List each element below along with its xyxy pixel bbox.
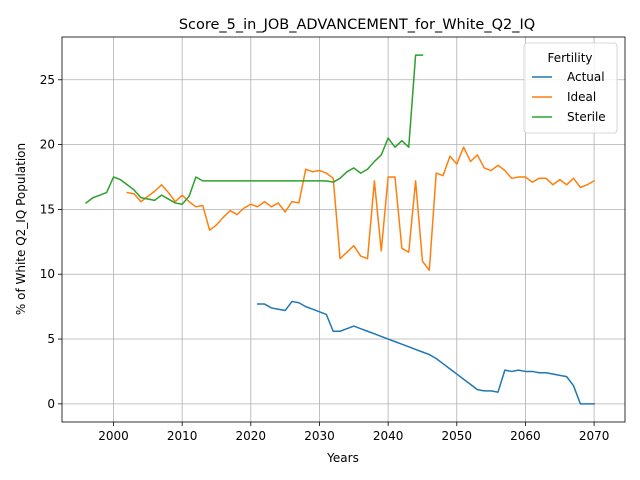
series-layer <box>84 54 596 405</box>
series-line-ideal <box>126 146 596 272</box>
y-tick-label: 25 <box>40 73 55 87</box>
x-tick-label: 2040 <box>373 429 404 443</box>
y-axis-label: % of White Q2_IQ Population <box>14 143 28 315</box>
series-line-sterile <box>84 54 424 205</box>
plot-frame <box>61 36 626 423</box>
legend-label-actual: Actual <box>567 70 605 84</box>
y-axis: 0 5 10 15 20 25 <box>40 73 62 411</box>
chart-title: Score_5_in_JOB_ADVANCEMENT_for_White_Q2_… <box>179 17 535 33</box>
x-axis: 2000 2010 2020 2030 2040 2050 2060 2070 <box>98 422 609 443</box>
y-tick-label: 0 <box>47 397 55 411</box>
x-tick-label: 2020 <box>236 429 267 443</box>
y-tick-label: 20 <box>40 138 55 152</box>
legend-title: Fertility <box>547 51 592 65</box>
legend: Fertility Actual Ideal Sterile <box>523 42 618 134</box>
x-tick-label: 2030 <box>304 429 335 443</box>
x-tick-label: 2070 <box>579 429 610 443</box>
x-tick-label: 2000 <box>98 429 129 443</box>
series-line-actual <box>256 300 595 405</box>
y-tick-label: 10 <box>40 267 55 281</box>
legend-box <box>523 42 618 134</box>
x-tick-label: 2060 <box>510 429 541 443</box>
y-tick-label: 5 <box>47 332 55 346</box>
x-axis-label: Years <box>326 451 359 465</box>
legend-entries: Actual Ideal Sterile <box>532 70 606 124</box>
y-tick-label: 15 <box>40 202 55 216</box>
legend-label-sterile: Sterile <box>567 110 606 124</box>
x-tick-label: 2010 <box>167 429 198 443</box>
legend-label-ideal: Ideal <box>567 90 596 104</box>
x-tick-label: 2050 <box>442 429 473 443</box>
